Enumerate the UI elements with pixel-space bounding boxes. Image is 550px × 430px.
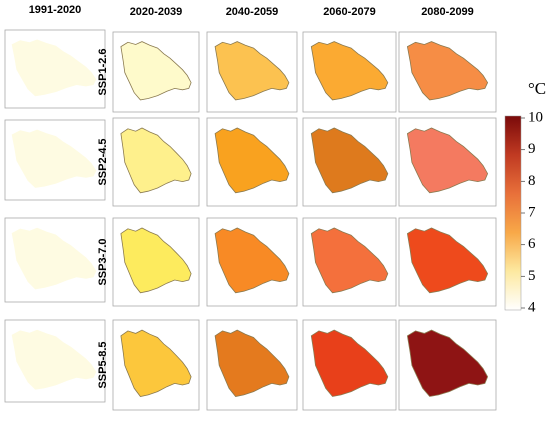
column-header: 2020-2039	[130, 6, 183, 18]
region-map	[310, 227, 389, 294]
colorbar-tick-label: 4	[528, 299, 536, 315]
row-label: SSP5-8.5	[97, 341, 109, 388]
region-map	[214, 329, 290, 397]
region-map	[120, 227, 192, 294]
colorbar-tick-label: 10	[528, 109, 543, 125]
colorbar-tick-label: 6	[528, 236, 536, 252]
region-map	[11, 129, 97, 188]
region-map	[214, 127, 290, 194]
colorbar-tick-label: 5	[528, 268, 536, 284]
region-map	[310, 41, 389, 101]
region-map	[406, 227, 489, 294]
region-map	[310, 329, 389, 397]
row-label: SSP2-4.5	[97, 138, 109, 185]
column-header: 2040-2059	[226, 6, 279, 18]
region-map	[310, 127, 389, 194]
column-header: 2060-2079	[323, 6, 376, 18]
colorbar	[504, 115, 522, 311]
region-map	[120, 127, 192, 194]
row-label: SSP3-7.0	[97, 238, 109, 285]
region-map	[406, 41, 489, 101]
region-map	[11, 227, 97, 290]
row-label: SSP1-2.6	[97, 48, 109, 95]
colorbar-tick-label: 7	[528, 204, 536, 220]
region-map	[214, 227, 290, 294]
region-map	[11, 329, 97, 390]
colorbar-tick-label: 8	[528, 173, 536, 189]
region-map	[406, 127, 489, 194]
region-map	[120, 329, 192, 397]
column-header: 2080-2099	[421, 6, 474, 18]
colorbar-unit: °C	[528, 79, 546, 98]
colorbar-tick-label: 9	[528, 141, 536, 157]
baseline-title: 1991-2020	[29, 4, 82, 16]
region-map	[120, 41, 192, 101]
region-map	[11, 39, 97, 97]
region-map	[214, 41, 290, 101]
region-map	[406, 329, 489, 397]
